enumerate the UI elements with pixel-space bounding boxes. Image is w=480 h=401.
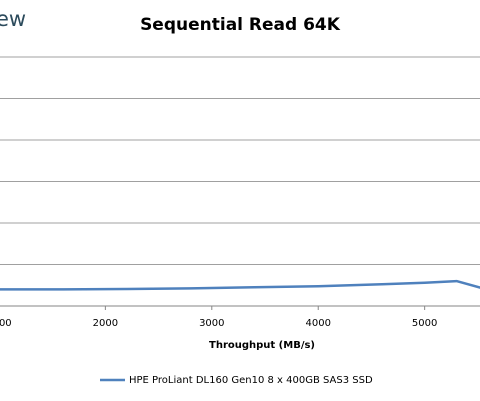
x-tick-label: 5000 (412, 318, 437, 329)
x-tick-label: 2000 (93, 318, 118, 329)
x-axis-label: Throughput (MB/s) (209, 340, 315, 351)
x-tick-label: 1000 (0, 318, 12, 329)
x-tick-label: 3000 (199, 318, 224, 329)
legend-label: HPE ProLiant DL160 Gen10 8 x 400GB SAS3 … (129, 375, 373, 386)
x-tick-label: 4000 (305, 318, 330, 329)
logo: ew (0, 7, 26, 31)
series-line (0, 279, 480, 291)
chart-title: Sequential Read 64K (140, 15, 341, 35)
